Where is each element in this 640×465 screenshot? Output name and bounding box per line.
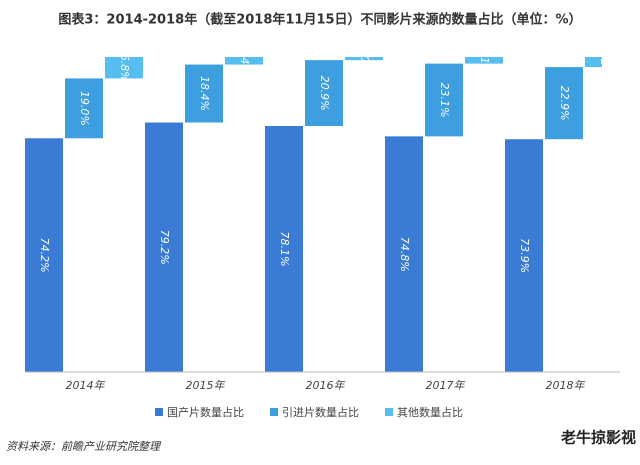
watermark: 老牛掠影视 (560, 429, 636, 447)
data-label: 1.0% (358, 45, 371, 73)
data-label: 19.0% (78, 91, 91, 126)
data-label: 20.9% (318, 76, 331, 111)
data-label: 74.2% (38, 238, 51, 273)
data-label: 2.4% (238, 47, 251, 75)
bar (465, 57, 503, 64)
bar (545, 67, 583, 140)
data-label: 6.8% (118, 54, 131, 82)
x-tick-label: 2014年 (66, 379, 106, 392)
data-label: 3.2% (598, 48, 611, 76)
bar (105, 57, 143, 79)
data-label: 74.8% (398, 237, 411, 272)
bar (305, 60, 343, 126)
bar (185, 64, 223, 123)
data-label: 18.4% (198, 76, 211, 111)
bar (65, 78, 103, 139)
bar (505, 139, 543, 372)
legend-label: 引进片数量占比 (282, 405, 359, 419)
bar (225, 57, 263, 65)
bar (145, 122, 183, 373)
legend-swatch (155, 408, 163, 416)
data-label: 2.1% (478, 46, 491, 74)
bar (345, 57, 383, 61)
plot-area: 74.2% 19.0% 6.8% 79.2% 18.4% 2.4% 78.1% 20.9% 1.… (25, 45, 611, 373)
chart-title: 图表3：2014-2018年（截至2018年11月15日）不同影片来源的数量占比… (58, 12, 581, 28)
legend-swatch (270, 408, 278, 416)
bar (25, 138, 63, 372)
data-label: 79.2% (158, 230, 171, 265)
legend-swatch (385, 408, 393, 416)
bar (585, 57, 602, 68)
data-label: 22.9% (558, 86, 571, 121)
source: 资料来源：前瞻产业研究院整理 (6, 440, 162, 453)
data-label: 78.1% (278, 232, 291, 267)
legend-label: 其他数量占比 (397, 405, 463, 419)
data-label: 73.9% (518, 238, 531, 273)
x-tick-label: 2015年 (186, 379, 226, 392)
x-tick-label: 2016年 (306, 379, 346, 392)
data-label: 23.1% (438, 83, 451, 118)
x-tick-label: 2017年 (426, 379, 466, 392)
bar (425, 63, 463, 137)
x-tick-label: 2018年 (546, 379, 586, 392)
legend-label: 国产片数量占比 (167, 405, 244, 419)
bar (385, 136, 423, 372)
bar (265, 125, 303, 372)
